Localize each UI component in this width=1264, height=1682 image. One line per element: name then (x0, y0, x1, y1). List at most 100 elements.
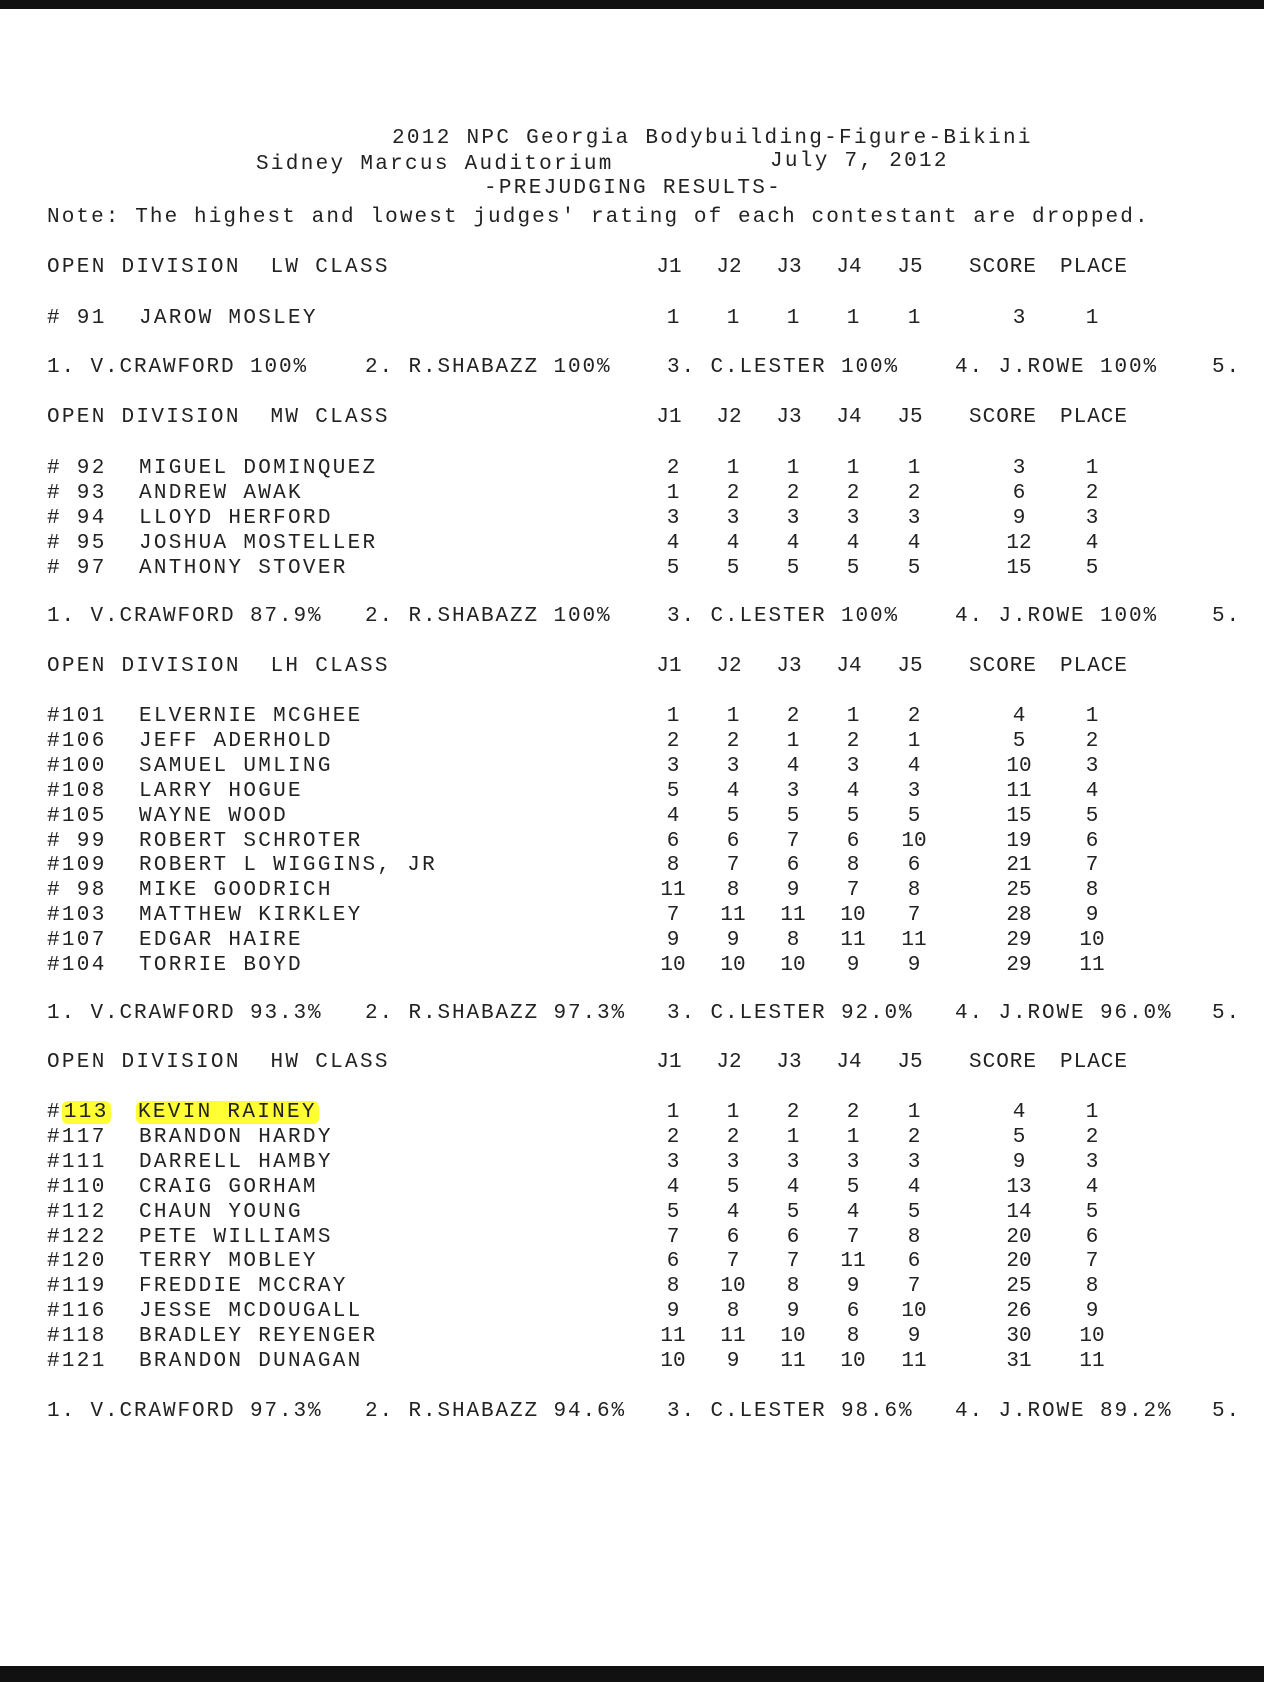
contestant-name: ANTHONY STOVER (139, 556, 348, 580)
judge-1-rating: 11 (660, 879, 686, 903)
judge-1-rating: 10 (660, 1350, 686, 1373)
judge-3-rating: 6 (786, 854, 800, 878)
event-date: July 7, 2012 (770, 150, 949, 173)
contestant-number: #100 (47, 754, 107, 778)
judge-3-rating: 6 (786, 1225, 800, 1249)
judge-2-rating: 5 (726, 804, 740, 828)
score: 9 (1012, 1150, 1026, 1174)
judge-3-rating: 2 (786, 481, 800, 505)
judge-5-rating: 10 (901, 829, 927, 853)
contestant-number: #118 (47, 1325, 107, 1349)
section-title: OPEN DIVISION LH CLASS (47, 655, 390, 678)
judge-1-rating: 11 (660, 1325, 686, 1349)
judge-5-rating: 1 (907, 307, 921, 330)
score: 19 (1006, 829, 1032, 853)
score: 14 (1006, 1200, 1032, 1224)
place: 5 (1085, 1200, 1099, 1224)
judge-2-rating: 4 (726, 779, 740, 803)
judge-1-rating: 2 (666, 1125, 680, 1149)
place: 2 (1085, 1125, 1099, 1149)
judge-5-rating: 9 (907, 1325, 921, 1349)
judge-2-rating: 1 (726, 705, 740, 728)
place: 7 (1085, 1250, 1099, 1274)
judge-5-rating: 7 (907, 904, 921, 928)
judge-4-rating: 11 (840, 1250, 866, 1274)
judge-accuracy-3: 3. C.LESTER 100% (667, 605, 900, 628)
judge-2-rating: 5 (726, 556, 740, 580)
contestant-name: WAYNE WOOD (139, 804, 289, 828)
judge-4-rating: 2 (846, 729, 860, 753)
judge-4-rating: 11 (840, 929, 866, 953)
judge-2-rating: 2 (726, 481, 740, 505)
judge-4-rating: 6 (846, 829, 860, 853)
judge-5-rating: 6 (907, 1250, 921, 1274)
judge-accuracy-1: 1. V.CRAWFORD 93.3% (47, 1002, 323, 1025)
contestant-name: ANDREW AWAK (139, 481, 303, 505)
score: 13 (1006, 1175, 1032, 1199)
judge-accuracy-5: 5. (1212, 1002, 1242, 1025)
place: 3 (1085, 1150, 1099, 1174)
column-header-j1: J1 (656, 256, 682, 279)
judge-3-rating: 7 (786, 1250, 800, 1274)
contestant-name: BRANDON DUNAGAN (139, 1350, 363, 1373)
judge-5-rating: 2 (907, 481, 921, 505)
judge-3-rating: 7 (786, 829, 800, 853)
judge-accuracy-2: 2. R.SHABAZZ 100% (365, 605, 612, 628)
judge-1-rating: 4 (666, 1175, 680, 1199)
judge-1-rating: 9 (666, 1300, 680, 1324)
document-title: 2012 NPC Georgia Bodybuilding-Figure-Bik… (392, 127, 1033, 150)
judge-3-rating: 11 (780, 904, 806, 928)
judge-3-rating: 2 (786, 705, 800, 728)
judge-1-rating: 3 (666, 754, 680, 778)
judge-2-rating: 3 (726, 754, 740, 778)
judge-5-rating: 9 (907, 954, 921, 977)
contestant-number: #110 (47, 1175, 107, 1199)
judge-3-rating: 11 (780, 1350, 806, 1373)
judge-1-rating: 6 (666, 829, 680, 853)
place: 5 (1085, 804, 1099, 828)
column-header-j1: J1 (656, 655, 682, 678)
judge-4-rating: 1 (846, 457, 860, 480)
judge-2-rating: 3 (726, 1150, 740, 1174)
score: 5 (1012, 729, 1026, 753)
judge-5-rating: 4 (907, 1175, 921, 1199)
judge-1-rating: 9 (666, 929, 680, 953)
judge-4-rating: 3 (846, 754, 860, 778)
venue: Sidney Marcus Auditorium (256, 153, 614, 176)
place: 1 (1085, 705, 1099, 728)
score: 4 (1012, 705, 1026, 728)
judge-4-rating: 10 (840, 1350, 866, 1373)
place: 6 (1085, 1225, 1099, 1249)
scan-border-bottom (0, 1666, 1264, 1682)
judge-2-rating: 11 (720, 1325, 746, 1349)
contestant-name: DARRELL HAMBY (139, 1150, 333, 1174)
judge-2-rating: 1 (726, 1101, 740, 1124)
place: 9 (1085, 904, 1099, 928)
judge-2-rating: 8 (726, 1300, 740, 1324)
contestant-name: CHAUN YOUNG (139, 1200, 303, 1224)
score: 3 (1012, 307, 1026, 330)
judge-1-rating: 7 (666, 904, 680, 928)
judge-2-rating: 2 (726, 1125, 740, 1149)
contestant-number: # 93 (47, 481, 107, 505)
score: 30 (1006, 1325, 1032, 1349)
contestant-number: #106 (47, 729, 107, 753)
column-header-score: SCORE (969, 1051, 1038, 1074)
place: 1 (1085, 1101, 1099, 1124)
place: 10 (1079, 929, 1105, 953)
judge-4-rating: 9 (846, 1275, 860, 1299)
judge-2-rating: 6 (726, 1225, 740, 1249)
contestant-number: # 99 (47, 829, 107, 853)
judge-accuracy-5: 5. (1212, 605, 1242, 628)
column-header-j5: J5 (897, 655, 923, 678)
judge-4-rating: 2 (846, 481, 860, 505)
place: 1 (1085, 307, 1099, 330)
contestant-number: # 98 (47, 879, 107, 903)
column-header-j1: J1 (656, 406, 682, 429)
judge-4-rating: 5 (846, 1175, 860, 1199)
judge-4-rating: 1 (846, 1125, 860, 1149)
judge-1-rating: 4 (666, 804, 680, 828)
score: 29 (1006, 954, 1032, 977)
score: 11 (1006, 779, 1032, 803)
contestant-name: JOSHUA MOSTELLER (139, 531, 378, 555)
